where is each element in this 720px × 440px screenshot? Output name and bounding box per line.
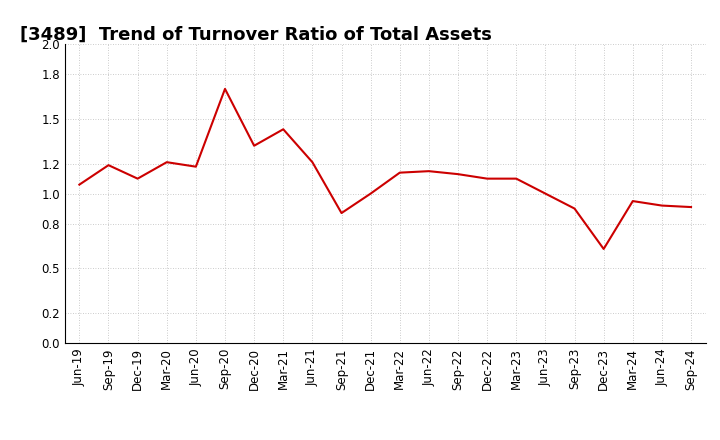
Text: [3489]  Trend of Turnover Ratio of Total Assets: [3489] Trend of Turnover Ratio of Total … <box>20 26 492 44</box>
